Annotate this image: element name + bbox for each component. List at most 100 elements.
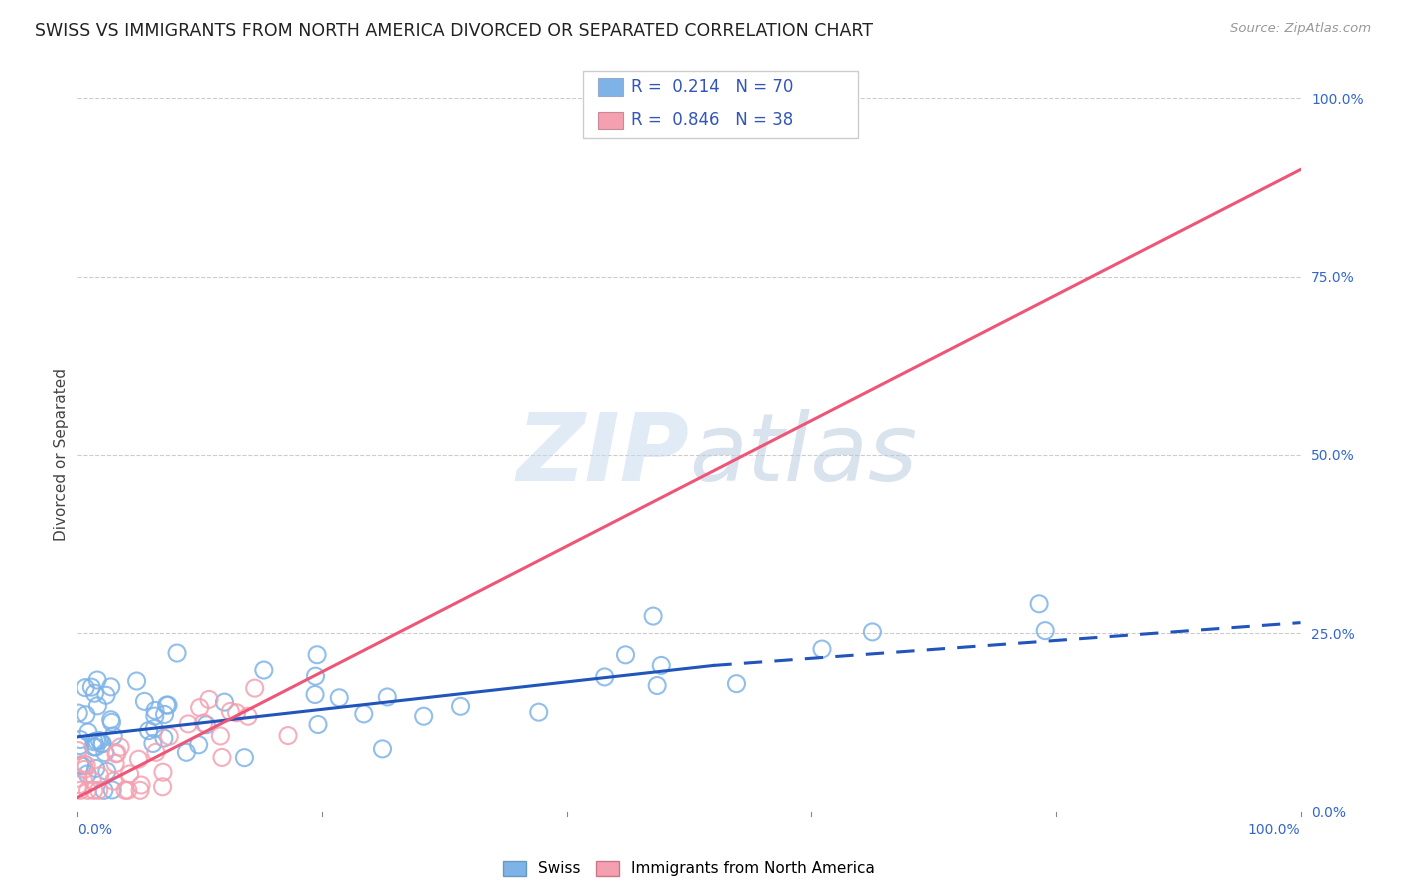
Point bbox=[157, 698, 180, 712]
Point bbox=[117, 783, 139, 797]
Point bbox=[82, 773, 104, 788]
Point bbox=[89, 733, 111, 747]
Point bbox=[67, 743, 90, 757]
Point bbox=[307, 717, 329, 731]
Point bbox=[86, 734, 108, 748]
Point bbox=[1033, 624, 1056, 638]
Point bbox=[645, 679, 668, 693]
Point bbox=[93, 783, 115, 797]
Point bbox=[69, 758, 91, 772]
Point bbox=[94, 746, 117, 760]
Point bbox=[152, 780, 174, 794]
Point bbox=[328, 690, 350, 705]
Point bbox=[145, 745, 167, 759]
Point bbox=[725, 676, 748, 690]
Point bbox=[176, 745, 198, 759]
Point bbox=[211, 750, 233, 764]
Point bbox=[86, 698, 108, 713]
Point bbox=[94, 688, 117, 702]
Point bbox=[89, 769, 111, 783]
Point bbox=[103, 774, 125, 789]
Point bbox=[75, 707, 97, 722]
Point bbox=[143, 709, 166, 723]
Point bbox=[153, 731, 176, 745]
Point bbox=[643, 609, 665, 624]
Text: R =  0.846   N = 38: R = 0.846 N = 38 bbox=[631, 112, 793, 129]
Point bbox=[91, 737, 114, 751]
Point bbox=[243, 681, 266, 695]
Point bbox=[84, 739, 107, 754]
Text: R =  0.214   N = 70: R = 0.214 N = 70 bbox=[631, 78, 793, 96]
Point bbox=[75, 758, 97, 772]
Point bbox=[219, 705, 242, 719]
Point bbox=[87, 783, 110, 797]
Point bbox=[84, 761, 107, 775]
Point bbox=[811, 642, 834, 657]
Point bbox=[412, 709, 434, 723]
Point bbox=[105, 746, 128, 760]
Point bbox=[193, 716, 215, 731]
Point bbox=[143, 703, 166, 717]
Point bbox=[233, 750, 256, 764]
Point bbox=[371, 742, 394, 756]
Y-axis label: Divorced or Separated: Divorced or Separated bbox=[53, 368, 69, 541]
Point bbox=[157, 729, 180, 743]
Point bbox=[450, 699, 472, 714]
Point bbox=[83, 686, 105, 700]
Point bbox=[614, 648, 637, 662]
Point bbox=[307, 648, 329, 662]
Point bbox=[104, 756, 127, 771]
Point bbox=[90, 737, 112, 751]
Point bbox=[862, 624, 884, 639]
Point bbox=[128, 752, 150, 766]
Point bbox=[277, 729, 299, 743]
Point bbox=[129, 778, 152, 792]
Point bbox=[527, 705, 550, 719]
Point bbox=[100, 713, 122, 727]
Point bbox=[177, 717, 200, 731]
Point bbox=[67, 706, 90, 720]
Point bbox=[104, 747, 127, 761]
Point bbox=[67, 778, 90, 792]
Point bbox=[187, 738, 209, 752]
Point bbox=[108, 739, 131, 754]
Point bbox=[593, 670, 616, 684]
Point bbox=[73, 763, 96, 777]
Point bbox=[96, 764, 118, 779]
Point bbox=[166, 646, 188, 660]
Point bbox=[152, 765, 174, 780]
Text: 0.0%: 0.0% bbox=[77, 823, 112, 837]
Text: SWISS VS IMMIGRANTS FROM NORTH AMERICA DIVORCED OR SEPARATED CORRELATION CHART: SWISS VS IMMIGRANTS FROM NORTH AMERICA D… bbox=[35, 22, 873, 40]
Point bbox=[76, 783, 98, 797]
Point bbox=[155, 698, 177, 712]
Point bbox=[114, 783, 136, 797]
Point bbox=[214, 695, 236, 709]
Text: ZIP: ZIP bbox=[516, 409, 689, 501]
Point bbox=[304, 688, 326, 702]
Point bbox=[86, 673, 108, 687]
Point bbox=[209, 729, 232, 743]
Point bbox=[70, 759, 93, 773]
Point bbox=[375, 690, 398, 704]
Legend: Swiss, Immigrants from North America: Swiss, Immigrants from North America bbox=[496, 855, 882, 882]
Point bbox=[69, 783, 91, 797]
Point bbox=[129, 783, 152, 797]
Point bbox=[650, 658, 672, 673]
Point bbox=[1028, 597, 1050, 611]
Point bbox=[69, 732, 91, 747]
Point bbox=[75, 681, 97, 695]
Point bbox=[69, 739, 91, 753]
Point bbox=[138, 723, 160, 738]
Point bbox=[353, 706, 375, 721]
Text: Source: ZipAtlas.com: Source: ZipAtlas.com bbox=[1230, 22, 1371, 36]
Point bbox=[236, 709, 259, 723]
Point bbox=[195, 718, 218, 732]
Point bbox=[225, 706, 247, 720]
Point bbox=[100, 680, 122, 694]
Point bbox=[198, 692, 221, 706]
Point bbox=[118, 767, 141, 781]
Point bbox=[100, 715, 122, 730]
Point bbox=[304, 669, 326, 683]
Point bbox=[77, 725, 100, 739]
Point bbox=[83, 735, 105, 749]
